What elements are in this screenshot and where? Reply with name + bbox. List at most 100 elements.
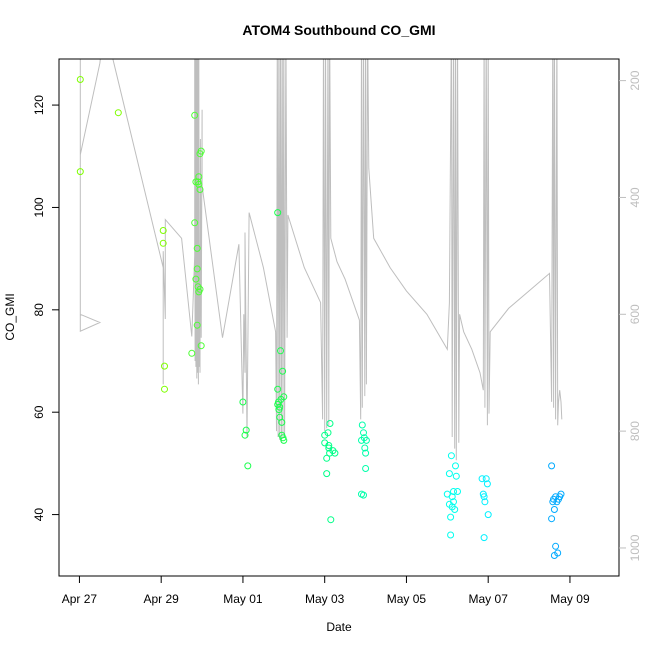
data-point: [362, 436, 370, 444]
data-point: [280, 393, 288, 401]
data-point: [193, 321, 201, 329]
data-point: [276, 403, 284, 411]
y-tick-label: 120: [32, 95, 46, 115]
data-point: [447, 452, 455, 460]
data-point: [76, 76, 84, 83]
data-point: [280, 436, 288, 444]
x-tick-label: May 09: [550, 592, 590, 606]
data-point: [274, 385, 282, 393]
y2-tick-label: 1000: [628, 534, 642, 561]
data-point: [279, 367, 287, 375]
data-point: [554, 549, 562, 557]
data-point: [481, 498, 489, 506]
x-tick-label: May 01: [223, 592, 263, 606]
data-point: [274, 209, 282, 217]
data-point: [331, 449, 339, 457]
chart-title: ATOM4 Southbound CO_GMI: [242, 22, 435, 38]
data-point: [548, 515, 556, 523]
data-point: [197, 147, 205, 155]
data-point: [483, 480, 491, 488]
data-point: [484, 511, 492, 519]
data-point: [241, 431, 249, 439]
data-point: [323, 454, 331, 462]
data-point: [447, 513, 455, 521]
data-point: [242, 426, 250, 434]
data-point: [114, 109, 122, 117]
data-point: [450, 488, 457, 495]
data-point: [191, 219, 199, 227]
pressure-line-layer: [79, 59, 563, 461]
y-tick-label: 80: [32, 303, 46, 317]
x-tick-label: May 07: [469, 592, 509, 606]
data-point: [324, 429, 332, 437]
series-1: [188, 111, 205, 357]
data-point: [550, 506, 558, 513]
data-point: [277, 347, 284, 355]
series-2: [239, 209, 288, 470]
data-point: [196, 186, 204, 193]
data-point: [448, 493, 456, 501]
y2-tick-label: 400: [628, 187, 642, 207]
x-tick-label: May 05: [387, 592, 427, 606]
data-point: [478, 475, 486, 483]
data-point: [557, 490, 565, 498]
data-point: [192, 275, 200, 283]
pressure-line: [79, 59, 563, 461]
data-point: [326, 420, 334, 427]
data-point: [195, 180, 203, 188]
data-point: [480, 493, 488, 501]
data-point: [193, 265, 201, 273]
series-6: [478, 475, 492, 542]
data-point: [159, 239, 167, 247]
data-point: [159, 227, 167, 234]
data-point: [447, 531, 455, 539]
data-point: [362, 465, 370, 472]
data-point: [482, 475, 490, 483]
data-point: [452, 472, 460, 480]
data-point: [239, 398, 247, 406]
data-point: [323, 470, 331, 478]
data-point: [358, 421, 366, 429]
data-point: [552, 542, 560, 550]
data-point: [188, 349, 196, 357]
data-point: [197, 342, 205, 350]
data-point: [450, 498, 457, 506]
data-point: [193, 244, 201, 252]
data-point: [361, 444, 369, 452]
data-point: [480, 534, 488, 542]
series-7: [548, 462, 565, 559]
y2-tick-label: 600: [628, 304, 642, 324]
data-point: [454, 488, 461, 495]
data-point: [445, 470, 453, 478]
series-3: [321, 420, 339, 524]
data-point: [161, 362, 168, 370]
y2-tick-label: 200: [628, 70, 642, 90]
data-point: [325, 442, 333, 449]
series-0: [76, 76, 168, 393]
data-point: [195, 173, 203, 181]
x-tick-label: Apr 27: [62, 592, 98, 606]
data-point: [548, 462, 556, 470]
y-axis-label: CO_GMI: [3, 293, 17, 340]
data-point: [362, 449, 370, 457]
data-point: [451, 506, 459, 513]
y-tick-label: 40: [32, 508, 46, 522]
data-point: [278, 418, 286, 426]
y-tick-label: 100: [32, 197, 46, 217]
data-point: [360, 429, 367, 437]
data-point: [360, 491, 367, 499]
x-axis-label: Date: [326, 620, 352, 634]
plot-frame: [58, 58, 620, 577]
data-point: [196, 285, 204, 293]
data-point: [191, 111, 199, 119]
y-tick-label: 60: [32, 405, 46, 419]
axes-layer: Apr 27 Apr 29 May 01 May 03 May 05 May 07 May …: [32, 58, 642, 606]
data-point: [452, 462, 459, 470]
y2-tick-label: 800: [628, 421, 642, 441]
data-point: [161, 385, 168, 393]
data-points-layer: [76, 76, 565, 559]
x-tick-label: May 03: [305, 592, 345, 606]
data-point: [244, 462, 252, 470]
